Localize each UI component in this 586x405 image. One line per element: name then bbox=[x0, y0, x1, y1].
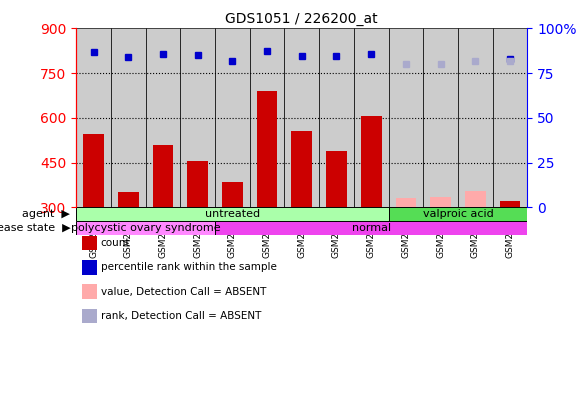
Text: untreated: untreated bbox=[205, 209, 260, 219]
Bar bbox=[284, 28, 319, 207]
Bar bbox=[389, 207, 527, 221]
Bar bbox=[396, 198, 416, 207]
Bar bbox=[222, 182, 243, 207]
Bar bbox=[319, 28, 354, 207]
Bar bbox=[188, 161, 208, 207]
Bar bbox=[361, 116, 381, 207]
Bar bbox=[458, 28, 493, 207]
Bar bbox=[326, 151, 347, 207]
Bar bbox=[215, 221, 527, 235]
Bar bbox=[76, 207, 389, 221]
Text: count: count bbox=[101, 238, 130, 248]
Bar bbox=[500, 201, 520, 207]
Bar bbox=[76, 28, 111, 207]
Bar bbox=[430, 197, 451, 207]
Text: normal: normal bbox=[352, 223, 391, 233]
Bar bbox=[215, 28, 250, 207]
Text: value, Detection Call = ABSENT: value, Detection Call = ABSENT bbox=[101, 287, 266, 296]
Title: GDS1051 / 226200_at: GDS1051 / 226200_at bbox=[226, 12, 378, 26]
Bar bbox=[83, 134, 104, 207]
Text: agent  ▶: agent ▶ bbox=[22, 209, 70, 219]
Bar bbox=[76, 221, 215, 235]
Text: valproic acid: valproic acid bbox=[423, 209, 493, 219]
Bar bbox=[354, 28, 389, 207]
Bar bbox=[152, 145, 173, 207]
Bar bbox=[493, 28, 527, 207]
Text: percentile rank within the sample: percentile rank within the sample bbox=[101, 262, 277, 272]
Bar bbox=[423, 28, 458, 207]
Bar bbox=[111, 28, 145, 207]
Text: polycystic ovary syndrome: polycystic ovary syndrome bbox=[71, 223, 220, 233]
Bar bbox=[465, 191, 486, 207]
Bar bbox=[250, 28, 284, 207]
Bar bbox=[145, 28, 180, 207]
Text: rank, Detection Call = ABSENT: rank, Detection Call = ABSENT bbox=[101, 311, 261, 321]
Bar bbox=[257, 91, 278, 207]
Bar bbox=[180, 28, 215, 207]
Text: disease state  ▶: disease state ▶ bbox=[0, 223, 70, 233]
Bar bbox=[291, 131, 312, 207]
Bar bbox=[118, 192, 139, 207]
Bar bbox=[389, 28, 423, 207]
